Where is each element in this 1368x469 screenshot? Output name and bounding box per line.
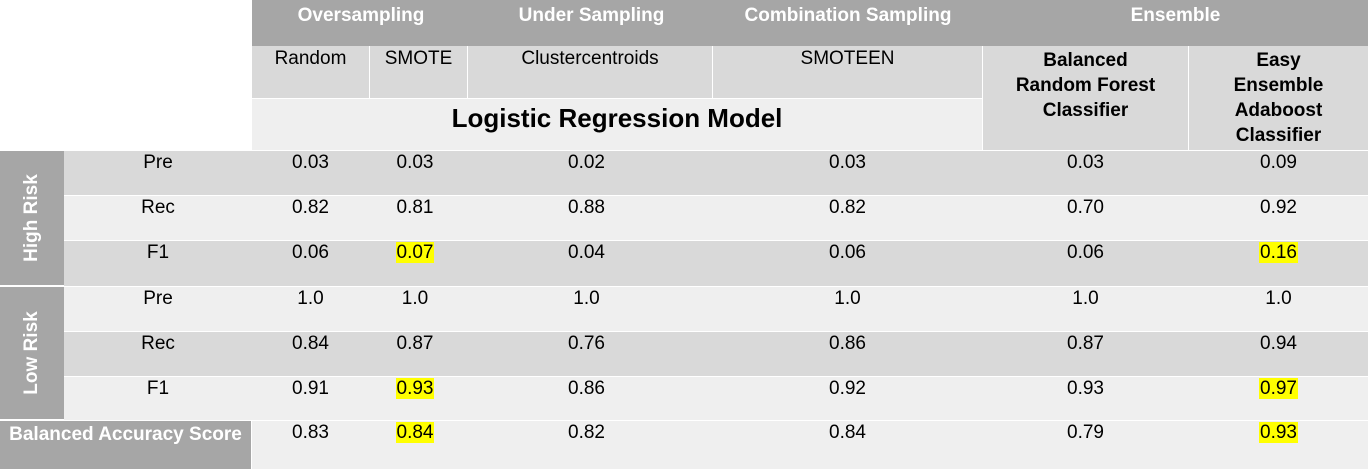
method-easy-ensemble: Easy Ensemble Adaboost Classifier: [1189, 46, 1368, 150]
table-cell: 0.02: [461, 151, 712, 195]
highlighted-value: 0.93: [1259, 422, 1298, 443]
method-ee-line-3: Adaboost: [1234, 100, 1323, 121]
method-ee-line-4: Classifier: [1235, 125, 1322, 146]
group-oversampling: Oversampling: [252, 0, 470, 32]
table-cell: 1.0: [713, 287, 982, 331]
table-cell: 0.94: [1189, 332, 1368, 376]
table-cell: 0.82: [252, 196, 369, 240]
method-brf-line-3: Classifier: [1042, 100, 1129, 121]
table-cell: 0.07: [370, 241, 460, 286]
table-cell: 1.0: [252, 287, 369, 331]
balanced-accuracy-label: Balanced Accuracy Score: [0, 421, 251, 469]
highlighted-value: 0.97: [1259, 378, 1298, 399]
table-cell: 0.86: [713, 332, 982, 376]
table-cell: 0.91: [252, 377, 369, 420]
method-brf-line-1: Balanced: [1043, 50, 1128, 71]
table-cell: 1.0: [1189, 287, 1368, 331]
metric-label-pre: Pre: [64, 287, 252, 331]
table-cell: 0.92: [1189, 196, 1368, 240]
table-cell: 0.03: [713, 151, 982, 195]
balanced-accuracy-cell: 0.83: [252, 421, 369, 469]
method-ee-line-2: Ensemble: [1233, 75, 1324, 96]
balanced-accuracy-cell: 0.84: [713, 421, 982, 469]
table-cell: 0.82: [713, 196, 982, 240]
table-cell: 0.86: [461, 377, 712, 420]
model-label: Logistic Regression Model: [252, 99, 982, 150]
table-cell: 0.70: [983, 196, 1188, 240]
table-cell: 0.09: [1189, 151, 1368, 195]
group-under-sampling: Under Sampling: [470, 0, 713, 32]
table-cell: 0.88: [461, 196, 712, 240]
table-cell: 1.0: [370, 287, 460, 331]
table-cell: 0.03: [252, 151, 369, 195]
table-cell: 0.06: [252, 241, 369, 286]
risk-label-high-text: High Risk: [21, 174, 42, 262]
table-cell: 0.76: [461, 332, 712, 376]
highlighted-value: 0.16: [1259, 242, 1298, 263]
method-clustercentroids: Clustercentroids: [468, 46, 712, 98]
table-cell: 0.06: [983, 241, 1188, 286]
method-smote: SMOTE: [370, 46, 467, 98]
table-cell: 0.97: [1189, 377, 1368, 420]
method-smoteen: SMOTEEN: [713, 46, 982, 98]
metric-label-rec: Rec: [64, 332, 252, 376]
table-cell: 1.0: [983, 287, 1188, 331]
table-cell: 0.87: [370, 332, 460, 376]
metric-label-f1: F1: [64, 241, 252, 286]
table-cell: 0.03: [370, 151, 460, 195]
risk-label-low-text: Low Risk: [21, 311, 42, 395]
table-cell: 0.87: [983, 332, 1188, 376]
table-cell: 1.0: [461, 287, 712, 331]
balanced-accuracy-cell: 0.93: [1189, 421, 1368, 469]
table-cell: 0.93: [370, 377, 460, 420]
table-cell: 0.03: [983, 151, 1188, 195]
table-cell: 0.92: [713, 377, 982, 420]
metric-label-pre: Pre: [64, 151, 252, 195]
metric-label-rec: Rec: [64, 196, 252, 240]
balanced-accuracy-cell: 0.82: [461, 421, 712, 469]
table-cell: 0.93: [983, 377, 1188, 420]
method-random: Random: [252, 46, 369, 98]
table-cell: 0.06: [713, 241, 982, 286]
highlighted-value: 0.07: [395, 242, 435, 263]
risk-label-high: High Risk: [0, 151, 64, 285]
table-cell: 0.84: [252, 332, 369, 376]
group-ensemble: Ensemble: [983, 0, 1368, 32]
method-brf-line-2: Random Forest: [1015, 75, 1156, 96]
metric-label-f1: F1: [64, 377, 252, 420]
method-balanced-random-forest: Balanced Random Forest Classifier: [983, 46, 1188, 150]
table-cell: 0.81: [370, 196, 460, 240]
risk-label-low: Low Risk: [0, 287, 64, 419]
method-ee-line-1: Easy: [1256, 50, 1301, 71]
group-combination-sampling: Combination Sampling: [713, 0, 983, 32]
table-cell: 0.16: [1189, 241, 1368, 286]
balanced-accuracy-cell: 0.79: [983, 421, 1188, 469]
highlighted-value: 0.84: [395, 422, 435, 443]
table-cell: 0.04: [461, 241, 712, 286]
balanced-accuracy-cell: 0.84: [370, 421, 460, 469]
highlighted-value: 0.93: [395, 378, 435, 399]
